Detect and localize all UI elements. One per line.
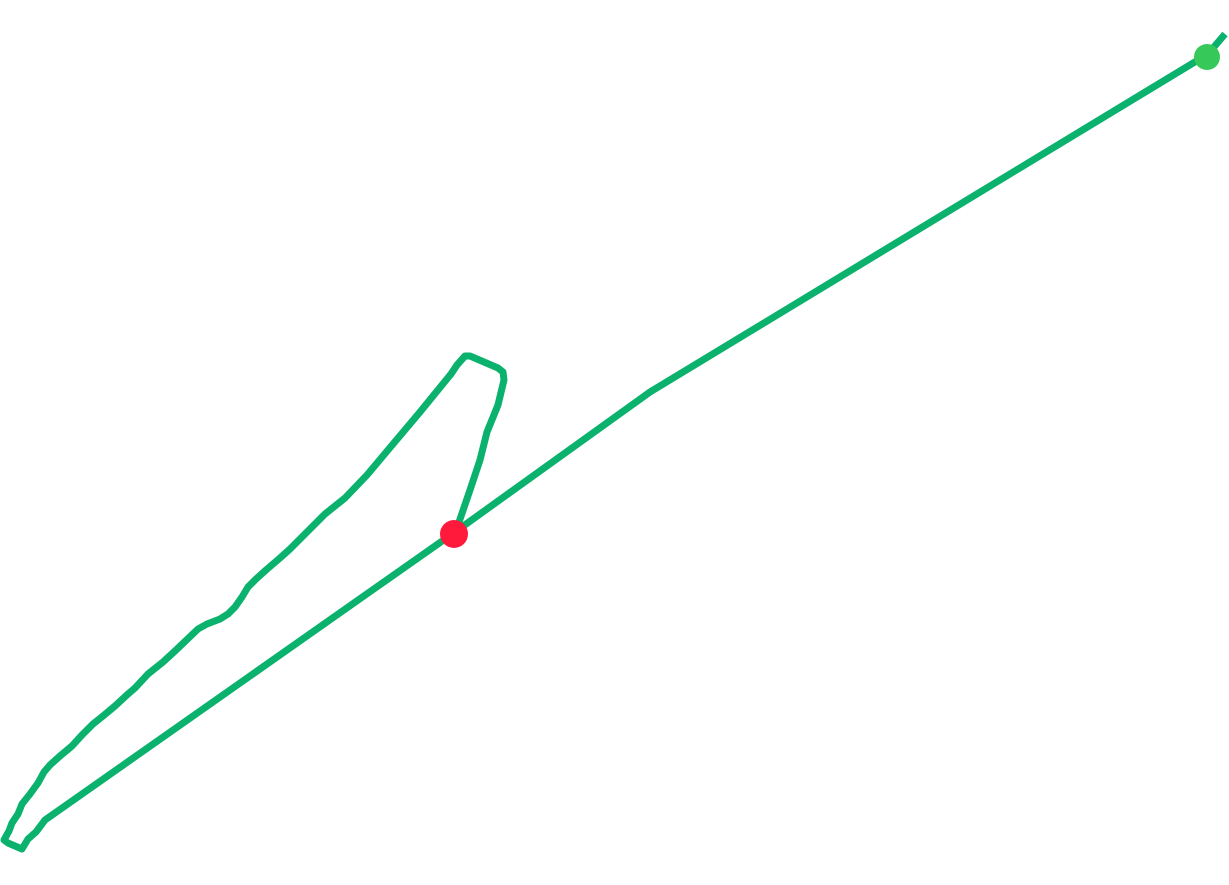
start-marker bbox=[1194, 44, 1220, 70]
end-marker bbox=[440, 520, 468, 548]
route-path bbox=[0, 31, 1228, 853]
